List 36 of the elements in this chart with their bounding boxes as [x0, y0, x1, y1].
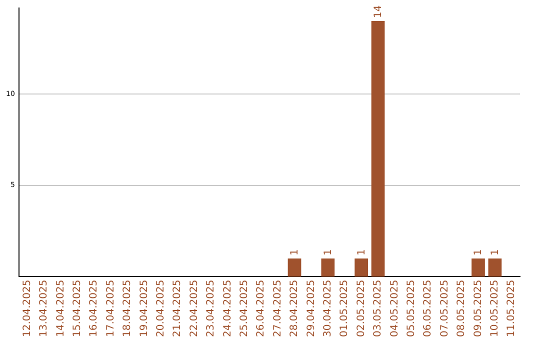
x-tick-label: 12.04.2025 [22, 280, 33, 338]
x-tick-label: 11.05.2025 [506, 280, 518, 338]
x-tick-label: 21.04.2025 [172, 280, 184, 338]
x-tick-label: 09.05.2025 [472, 280, 484, 338]
x-tick-label: 13.04.2025 [38, 280, 50, 338]
x-tick-label: 19.04.2025 [138, 280, 150, 338]
x-tick-label: 07.05.2025 [439, 280, 450, 338]
x-tick-label: 18.04.2025 [122, 280, 134, 338]
x-tick-label: 10.05.2025 [490, 280, 501, 338]
data-label: 1 [356, 249, 368, 256]
x-tick-label: 20.04.2025 [155, 280, 166, 338]
x-tick-label: 29.04.2025 [306, 280, 317, 338]
data-label: 1 [322, 249, 334, 256]
x-tick-label: 24.04.2025 [222, 280, 234, 338]
x-tick-label: 14.04.2025 [55, 280, 66, 338]
x-tick-label: 25.04.2025 [238, 280, 250, 338]
x-tick-label: 30.04.2025 [322, 280, 334, 338]
x-tick-label: 17.04.2025 [105, 280, 116, 338]
data-label: 14 [373, 5, 384, 18]
x-tick-label: 04.05.2025 [389, 280, 400, 338]
x-tick-label: 16.04.2025 [88, 280, 100, 338]
x-tick-label: 05.05.2025 [406, 280, 418, 338]
x-tick-label: 15.04.2025 [72, 280, 83, 338]
x-tick-label: 27.04.2025 [272, 280, 284, 338]
data-label: 1 [473, 249, 484, 256]
x-tick-label: 06.05.2025 [422, 280, 434, 338]
x-tick-label: 23.04.2025 [206, 280, 217, 338]
x-tick-label: 08.05.2025 [456, 280, 468, 338]
x-tick-label: 01.05.2025 [339, 280, 350, 338]
data-label: 1 [290, 249, 301, 256]
x-tick-label: 02.05.2025 [356, 280, 367, 338]
x-tick-label: 26.04.2025 [256, 280, 267, 338]
x-tick-label: 28.04.2025 [289, 280, 300, 338]
x-tick-label: 03.05.2025 [372, 280, 384, 338]
x-tick-label: 22.04.2025 [188, 280, 200, 338]
data-label: 1 [490, 249, 501, 256]
